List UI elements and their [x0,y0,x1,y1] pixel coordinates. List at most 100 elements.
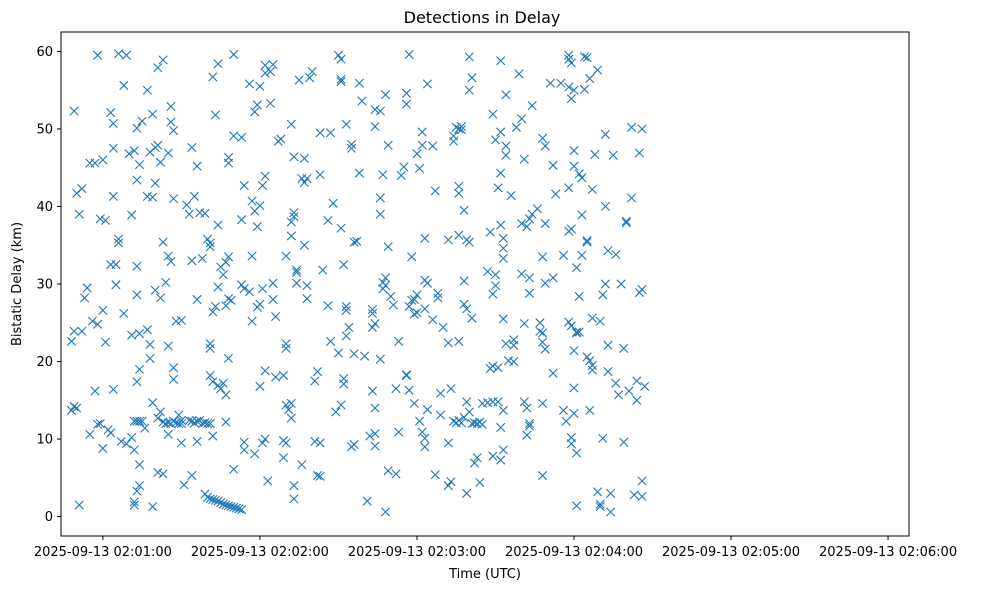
data-point [289,481,299,491]
data-point [69,401,79,412]
data-point [409,309,419,319]
data-point [260,366,270,376]
data-point [344,322,354,333]
data-point [297,460,307,470]
data-point [202,418,213,429]
data-point [524,288,535,298]
data-point [252,100,262,110]
data-point [640,381,650,391]
data-point [137,116,147,126]
data-point [208,377,218,387]
data-point [318,265,328,275]
data-point [95,418,105,429]
data-point [417,140,427,150]
data-point [142,191,152,201]
data-point [155,157,166,167]
data-point [132,123,142,133]
data-point [603,340,613,350]
data-point [537,252,548,262]
data-point [134,329,145,339]
data-point [412,308,422,318]
data-point [540,141,550,151]
data-point [286,217,296,227]
data-point [587,313,597,323]
data-point [336,400,346,410]
data-point [414,163,425,174]
data-point [333,348,344,358]
data-point [150,285,160,295]
data-point [161,277,171,288]
data-point [517,114,527,124]
data-point [310,376,320,386]
data-point [205,494,215,504]
data-point [98,305,108,315]
data-point [289,211,299,222]
data-point [606,488,616,498]
data-point [522,403,532,413]
data-point [490,135,501,145]
data-point [401,88,412,98]
data-point [155,407,166,417]
data-point [108,384,118,395]
data-point [213,496,223,506]
data-point [205,370,215,381]
data-point [200,208,210,219]
data-point [404,49,414,60]
data-point [153,467,163,478]
data-point [229,131,239,141]
data-point [234,504,244,514]
data-point [229,502,239,512]
data-point [493,183,503,193]
data-point [577,173,587,183]
data-point [208,494,218,505]
data-point [315,471,325,481]
data-point [585,73,595,84]
data-point [192,294,202,305]
x-tick-label: 2025-09-13 02:01:00 [34,545,172,560]
data-point [226,295,236,305]
data-point [454,188,464,198]
data-point [176,415,186,426]
data-point [155,293,166,303]
data-point [564,50,574,60]
data-point [268,278,278,288]
data-point [375,354,385,364]
data-point [472,453,482,463]
data-point [370,318,380,329]
data-point [93,50,103,60]
data-point [341,331,351,341]
data-point [216,384,226,394]
data-point [257,438,268,448]
data-point [412,290,422,300]
data-point [286,231,296,241]
data-point [592,65,603,75]
data-point [367,308,378,319]
data-point [168,416,179,426]
data-point [291,265,302,275]
data-point [582,235,592,246]
x-axis: 2025-09-13 02:01:00 2025-09-13 02:02:00 20… [34,536,957,560]
data-point [370,441,380,451]
data-point [527,101,537,111]
data-point [93,419,103,429]
data-point [454,336,464,346]
data-point [514,69,524,79]
data-point [87,316,97,326]
data-point [370,122,380,132]
data-point [93,319,103,329]
data-point [339,379,349,389]
data-point [189,418,200,428]
data-point [414,416,425,426]
data-point [569,146,579,156]
data-point [208,72,218,82]
data-point [606,507,616,517]
data-point [299,177,309,188]
data-point [537,133,548,143]
data-point [223,158,234,168]
data-point [388,300,398,310]
data-point [289,152,299,162]
data-point [477,419,487,429]
data-point [587,365,597,375]
data-point [271,372,281,382]
